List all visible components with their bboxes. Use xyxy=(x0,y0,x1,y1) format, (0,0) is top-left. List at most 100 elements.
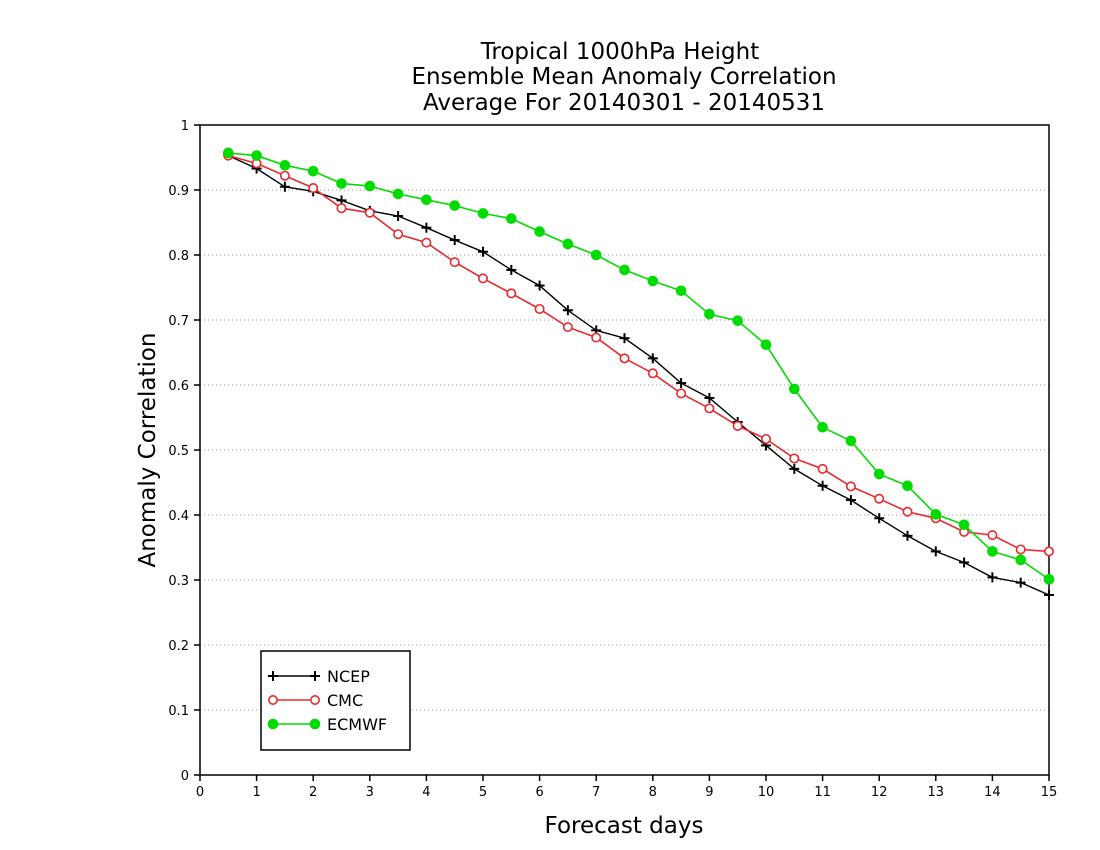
x-tick-label: 0 xyxy=(196,785,204,800)
data-point-ecmwf xyxy=(307,165,319,177)
legend-label-ncep: NCEP xyxy=(327,667,370,686)
data-point-ecmwf xyxy=(392,188,404,200)
x-tick-label: 3 xyxy=(366,785,374,800)
data-point-ecmwf xyxy=(958,519,970,531)
series-cmc xyxy=(223,150,1055,557)
data-point-cmc xyxy=(308,183,319,194)
data-point-cmc xyxy=(534,303,545,314)
series-ncep xyxy=(223,150,1054,600)
data-point-ncep xyxy=(534,280,545,291)
x-tick-label: 2 xyxy=(309,785,317,800)
data-point-ncep xyxy=(647,353,658,364)
data-point-ecmwf xyxy=(251,150,262,161)
data-point-ecmwf xyxy=(506,213,517,224)
data-point-ecmwf xyxy=(845,435,857,447)
x-tick-label: 5 xyxy=(479,785,487,800)
legend: NCEP CMC ECMWF xyxy=(260,650,411,751)
data-point-ncep xyxy=(619,333,630,344)
x-tick-label: 9 xyxy=(705,785,713,800)
data-point-ecmwf xyxy=(449,200,461,211)
data-point-cmc xyxy=(279,170,290,181)
data-point-ncep xyxy=(789,463,800,474)
y-tick-label: 1 xyxy=(181,119,189,134)
y-tick-label: 0.9 xyxy=(168,184,189,199)
data-point-ecmwf xyxy=(732,315,744,326)
x-tick-label: 12 xyxy=(871,785,888,800)
data-point-cmc xyxy=(789,453,800,464)
data-point-ncep xyxy=(704,393,715,403)
data-point-ecmwf xyxy=(987,546,998,557)
x-tick-label: 7 xyxy=(592,785,600,800)
legend-marker-ncep xyxy=(268,671,278,681)
data-point-ecmwf xyxy=(675,285,687,297)
x-tick-label: 10 xyxy=(758,785,775,800)
data-point-ncep xyxy=(506,264,517,275)
data-point-ecmwf xyxy=(1043,574,1055,585)
data-point-ncep xyxy=(1015,577,1026,588)
legend-marker-ecmwf xyxy=(309,718,321,730)
data-point-cmc xyxy=(562,322,573,333)
x-tick-label: 14 xyxy=(984,785,1001,800)
y-tick-label: 0 xyxy=(181,769,189,784)
data-point-cmc xyxy=(477,273,488,284)
data-point-ecmwf xyxy=(619,264,630,276)
data-point-ncep xyxy=(562,305,573,316)
data-point-cmc xyxy=(591,332,602,343)
y-tick-label: 0.6 xyxy=(168,379,189,394)
data-series xyxy=(223,147,1055,600)
series-line-ncep xyxy=(228,154,1050,596)
data-point-ncep xyxy=(874,513,885,524)
title-line-3: Average For 20140301 - 20140531 xyxy=(423,90,825,116)
y-tick-label: 0.3 xyxy=(168,574,189,589)
data-point-ecmwf xyxy=(562,238,574,250)
legend-marker-cmc xyxy=(309,694,320,705)
data-point-cmc xyxy=(364,207,375,218)
legend-marker-ecmwf xyxy=(267,718,279,730)
data-point-cmc xyxy=(902,506,913,517)
data-point-cmc xyxy=(619,353,630,364)
data-point-ncep xyxy=(959,557,970,568)
legend-label-cmc: CMC xyxy=(327,691,363,710)
data-point-cmc xyxy=(393,229,404,240)
y-tick-label: 0.1 xyxy=(168,704,189,719)
data-point-ecmwf xyxy=(223,147,234,159)
data-point-ncep xyxy=(845,495,856,506)
data-point-ecmwf xyxy=(590,249,602,261)
data-point-cmc xyxy=(874,493,885,504)
data-point-ecmwf xyxy=(647,275,659,287)
data-point-cmc xyxy=(676,388,687,399)
data-point-ncep xyxy=(676,378,687,389)
data-point-ncep xyxy=(449,235,460,246)
data-point-ncep xyxy=(393,211,404,221)
y-tick-label: 0.8 xyxy=(168,249,189,264)
data-point-cmc xyxy=(760,433,771,444)
data-point-ncep xyxy=(421,222,432,233)
gridlines xyxy=(200,189,1049,711)
y-tick-label: 0.5 xyxy=(168,444,189,459)
data-point-ecmwf xyxy=(1015,554,1027,566)
data-point-ecmwf xyxy=(336,178,347,189)
legend-marker-ncep xyxy=(310,671,320,681)
axes: 00.10.20.30.40.50.60.70.80.910 1 2 3 4 5 6 7 8 9 1… xyxy=(168,119,1057,800)
data-point-ncep xyxy=(987,572,998,583)
y-axis-label: Anomaly Correlation xyxy=(135,332,161,567)
data-point-cmc xyxy=(336,203,347,214)
y-tick-label: 0.2 xyxy=(168,639,189,654)
data-point-cmc xyxy=(421,237,432,248)
data-point-ecmwf xyxy=(421,194,432,206)
data-point-ncep xyxy=(478,246,488,257)
data-point-cmc xyxy=(1044,546,1055,557)
data-point-ncep xyxy=(902,530,913,541)
x-tick-label: 6 xyxy=(535,785,543,800)
x-tick-label: 13 xyxy=(928,785,945,800)
data-point-ecmwf xyxy=(477,208,489,219)
legend-marker-cmc xyxy=(267,694,278,705)
data-point-cmc xyxy=(1015,544,1026,555)
data-point-cmc xyxy=(704,403,715,414)
data-point-ncep xyxy=(817,480,828,491)
x-axis-label: Forecast days xyxy=(545,813,704,839)
data-point-ecmwf xyxy=(789,383,800,395)
title-line-1: Tropical 1000hPa Height xyxy=(480,39,760,65)
data-point-ncep xyxy=(1044,589,1054,600)
data-point-ecmwf xyxy=(902,480,913,492)
